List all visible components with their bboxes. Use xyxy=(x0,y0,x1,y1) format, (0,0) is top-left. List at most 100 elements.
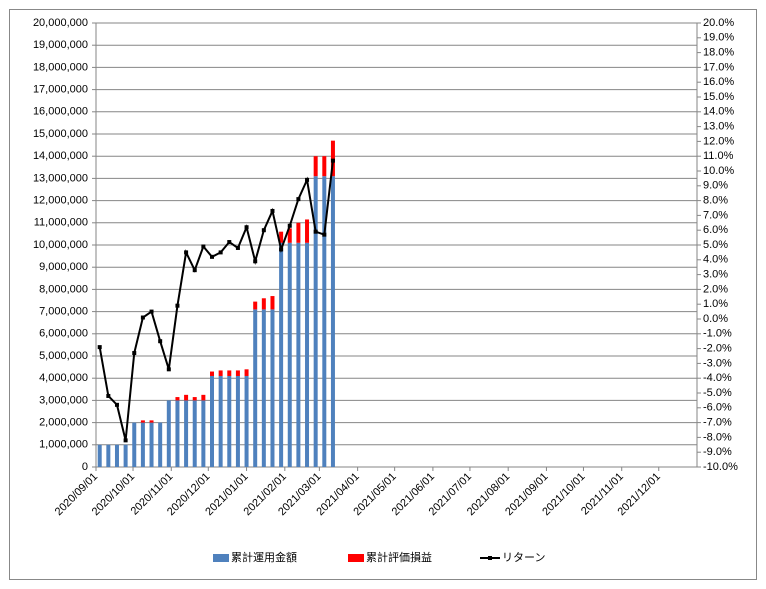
line-marker xyxy=(114,402,119,407)
bar xyxy=(330,140,335,177)
legend-label: 累計評価損益 xyxy=(366,550,432,564)
line xyxy=(98,160,334,441)
bar xyxy=(201,400,206,467)
bar xyxy=(132,422,137,467)
bar xyxy=(313,176,318,467)
bar xyxy=(270,296,275,310)
y-tick-label: 18,000,000 xyxy=(33,61,88,73)
y2-tick-label: 18.0% xyxy=(703,47,734,59)
y2-tick-label: -3.0% xyxy=(703,357,732,369)
line-marker xyxy=(192,268,197,273)
legend-swatch xyxy=(213,554,229,562)
bar xyxy=(192,400,197,467)
bar xyxy=(244,369,249,376)
y-tick-label: 10,000,000 xyxy=(33,239,88,251)
bar xyxy=(106,444,111,467)
line-marker xyxy=(106,393,111,398)
y2-tick-label: 12.0% xyxy=(703,135,734,147)
line-marker xyxy=(296,197,301,202)
y2-tick-label: 4.0% xyxy=(703,254,728,266)
bar xyxy=(184,394,189,401)
line-marker xyxy=(313,229,318,234)
bar xyxy=(140,422,145,467)
y-tick-label: 5,000,000 xyxy=(39,350,88,362)
bar xyxy=(175,400,180,467)
bar xyxy=(305,242,310,467)
y2-tick-label: 6.0% xyxy=(703,224,728,236)
line-marker xyxy=(322,232,327,237)
bar xyxy=(218,370,223,376)
line-marker xyxy=(97,345,102,350)
bar xyxy=(305,219,310,243)
line-marker xyxy=(210,254,215,259)
y2-tick-label: 9.0% xyxy=(703,180,728,192)
y-tick-label: 17,000,000 xyxy=(33,84,88,96)
bar xyxy=(140,420,145,423)
bar xyxy=(279,242,284,467)
legend-marker xyxy=(488,556,492,560)
y2-tick-label: 13.0% xyxy=(703,121,734,133)
y2-tick-label: -10.0% xyxy=(703,461,738,473)
y2-tick-label: -2.0% xyxy=(703,343,732,355)
bar xyxy=(287,228,292,243)
y2-tick-label: 15.0% xyxy=(703,91,734,103)
y2-tick-label: 20.0% xyxy=(703,17,734,29)
y-tick-label: 2,000,000 xyxy=(39,417,88,429)
line-marker xyxy=(244,225,249,230)
line-marker xyxy=(123,438,128,443)
bar xyxy=(261,309,266,467)
legend-label: リターン xyxy=(502,551,545,564)
bar xyxy=(201,394,206,401)
bar xyxy=(166,400,171,467)
line-marker xyxy=(218,250,223,255)
bar xyxy=(322,176,327,467)
y-tick-label: 14,000,000 xyxy=(33,150,88,162)
y2-tick-label: -9.0% xyxy=(703,446,732,458)
y-tick-label: 15,000,000 xyxy=(33,128,88,140)
bar xyxy=(253,309,258,467)
y2-tick-label: 7.0% xyxy=(703,209,728,221)
bar xyxy=(244,375,249,467)
y2-tick-label: 0.0% xyxy=(703,313,728,325)
y2-tick-label: 2.0% xyxy=(703,283,728,295)
y2-tick-label: 1.0% xyxy=(703,298,728,310)
line-marker xyxy=(330,158,335,163)
y-tick-label: 20,000,000 xyxy=(33,17,88,29)
bar xyxy=(114,444,119,467)
bar xyxy=(149,422,154,467)
bar xyxy=(149,420,154,423)
line-marker xyxy=(184,250,189,255)
bar xyxy=(227,375,232,467)
bar xyxy=(330,176,335,467)
line-marker xyxy=(305,177,310,182)
bar xyxy=(218,375,223,467)
y2-tick-label: 5.0% xyxy=(703,239,728,251)
bar xyxy=(210,375,215,467)
y-tick-label: 8,000,000 xyxy=(39,283,88,295)
bar xyxy=(296,222,301,243)
bar xyxy=(261,298,266,310)
y2-tick-label: -5.0% xyxy=(703,387,732,399)
y-tick-label: 1,000,000 xyxy=(39,439,88,451)
bar xyxy=(158,422,163,467)
y-tick-label: 13,000,000 xyxy=(33,172,88,184)
line-marker xyxy=(132,351,137,356)
y2-tick-label: -4.0% xyxy=(703,372,732,384)
y-tick-label: 4,000,000 xyxy=(39,372,88,384)
bar xyxy=(97,444,102,467)
line-marker xyxy=(175,303,180,308)
bar xyxy=(175,397,180,401)
bar xyxy=(313,156,318,177)
y2-tick-label: 19.0% xyxy=(703,32,734,44)
y-tick-label: 6,000,000 xyxy=(39,328,88,340)
line-marker xyxy=(140,315,145,320)
y-tick-label: 11,000,000 xyxy=(34,217,88,229)
line-marker xyxy=(287,223,292,228)
y2-tick-label: -7.0% xyxy=(703,417,732,429)
bar xyxy=(287,242,292,467)
line-marker xyxy=(158,339,163,344)
bar xyxy=(192,397,197,401)
y2-tick-label: 10.0% xyxy=(703,165,734,177)
y2-tick-label: 17.0% xyxy=(703,61,734,73)
